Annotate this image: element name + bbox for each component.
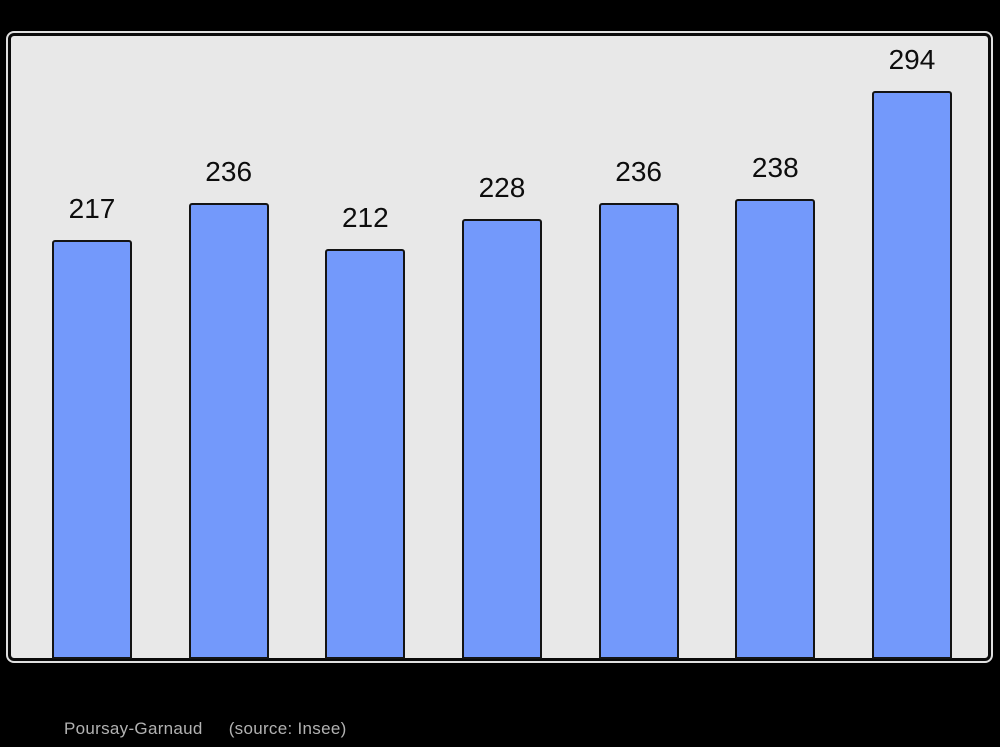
bar-value-label: 217 [68,192,116,224]
bar [598,203,679,659]
bar [52,239,132,659]
bar-value-label: 212 [341,202,389,234]
bar [461,218,542,659]
bar-group: 236 [598,36,679,659]
bar-group: 228 [461,36,542,659]
bar-group: 217 [52,36,132,659]
bar [325,249,406,659]
bar-value-label: 294 [888,44,936,75]
bar-value-label: 236 [205,156,253,188]
bars-container: 217 236 212 228 236 238 294 [11,36,988,659]
caption: Poursay-Garnaud (source: Insee) [64,719,347,739]
caption-source: (source: Insee) [228,719,347,738]
bar-group: 294 [871,36,952,659]
bar-value-label: 236 [615,156,662,188]
bar [735,199,816,659]
bar-group: 238 [735,36,816,659]
caption-title: Poursay-Garnaud [64,719,203,738]
bar-value-label: 228 [478,171,526,203]
bar [188,203,269,659]
bar-group: 236 [188,36,269,659]
bar [871,91,952,659]
bar-group: 212 [325,36,406,659]
bar-value-label: 238 [751,152,799,184]
plot-area: 217 236 212 228 236 238 294 [8,33,991,661]
